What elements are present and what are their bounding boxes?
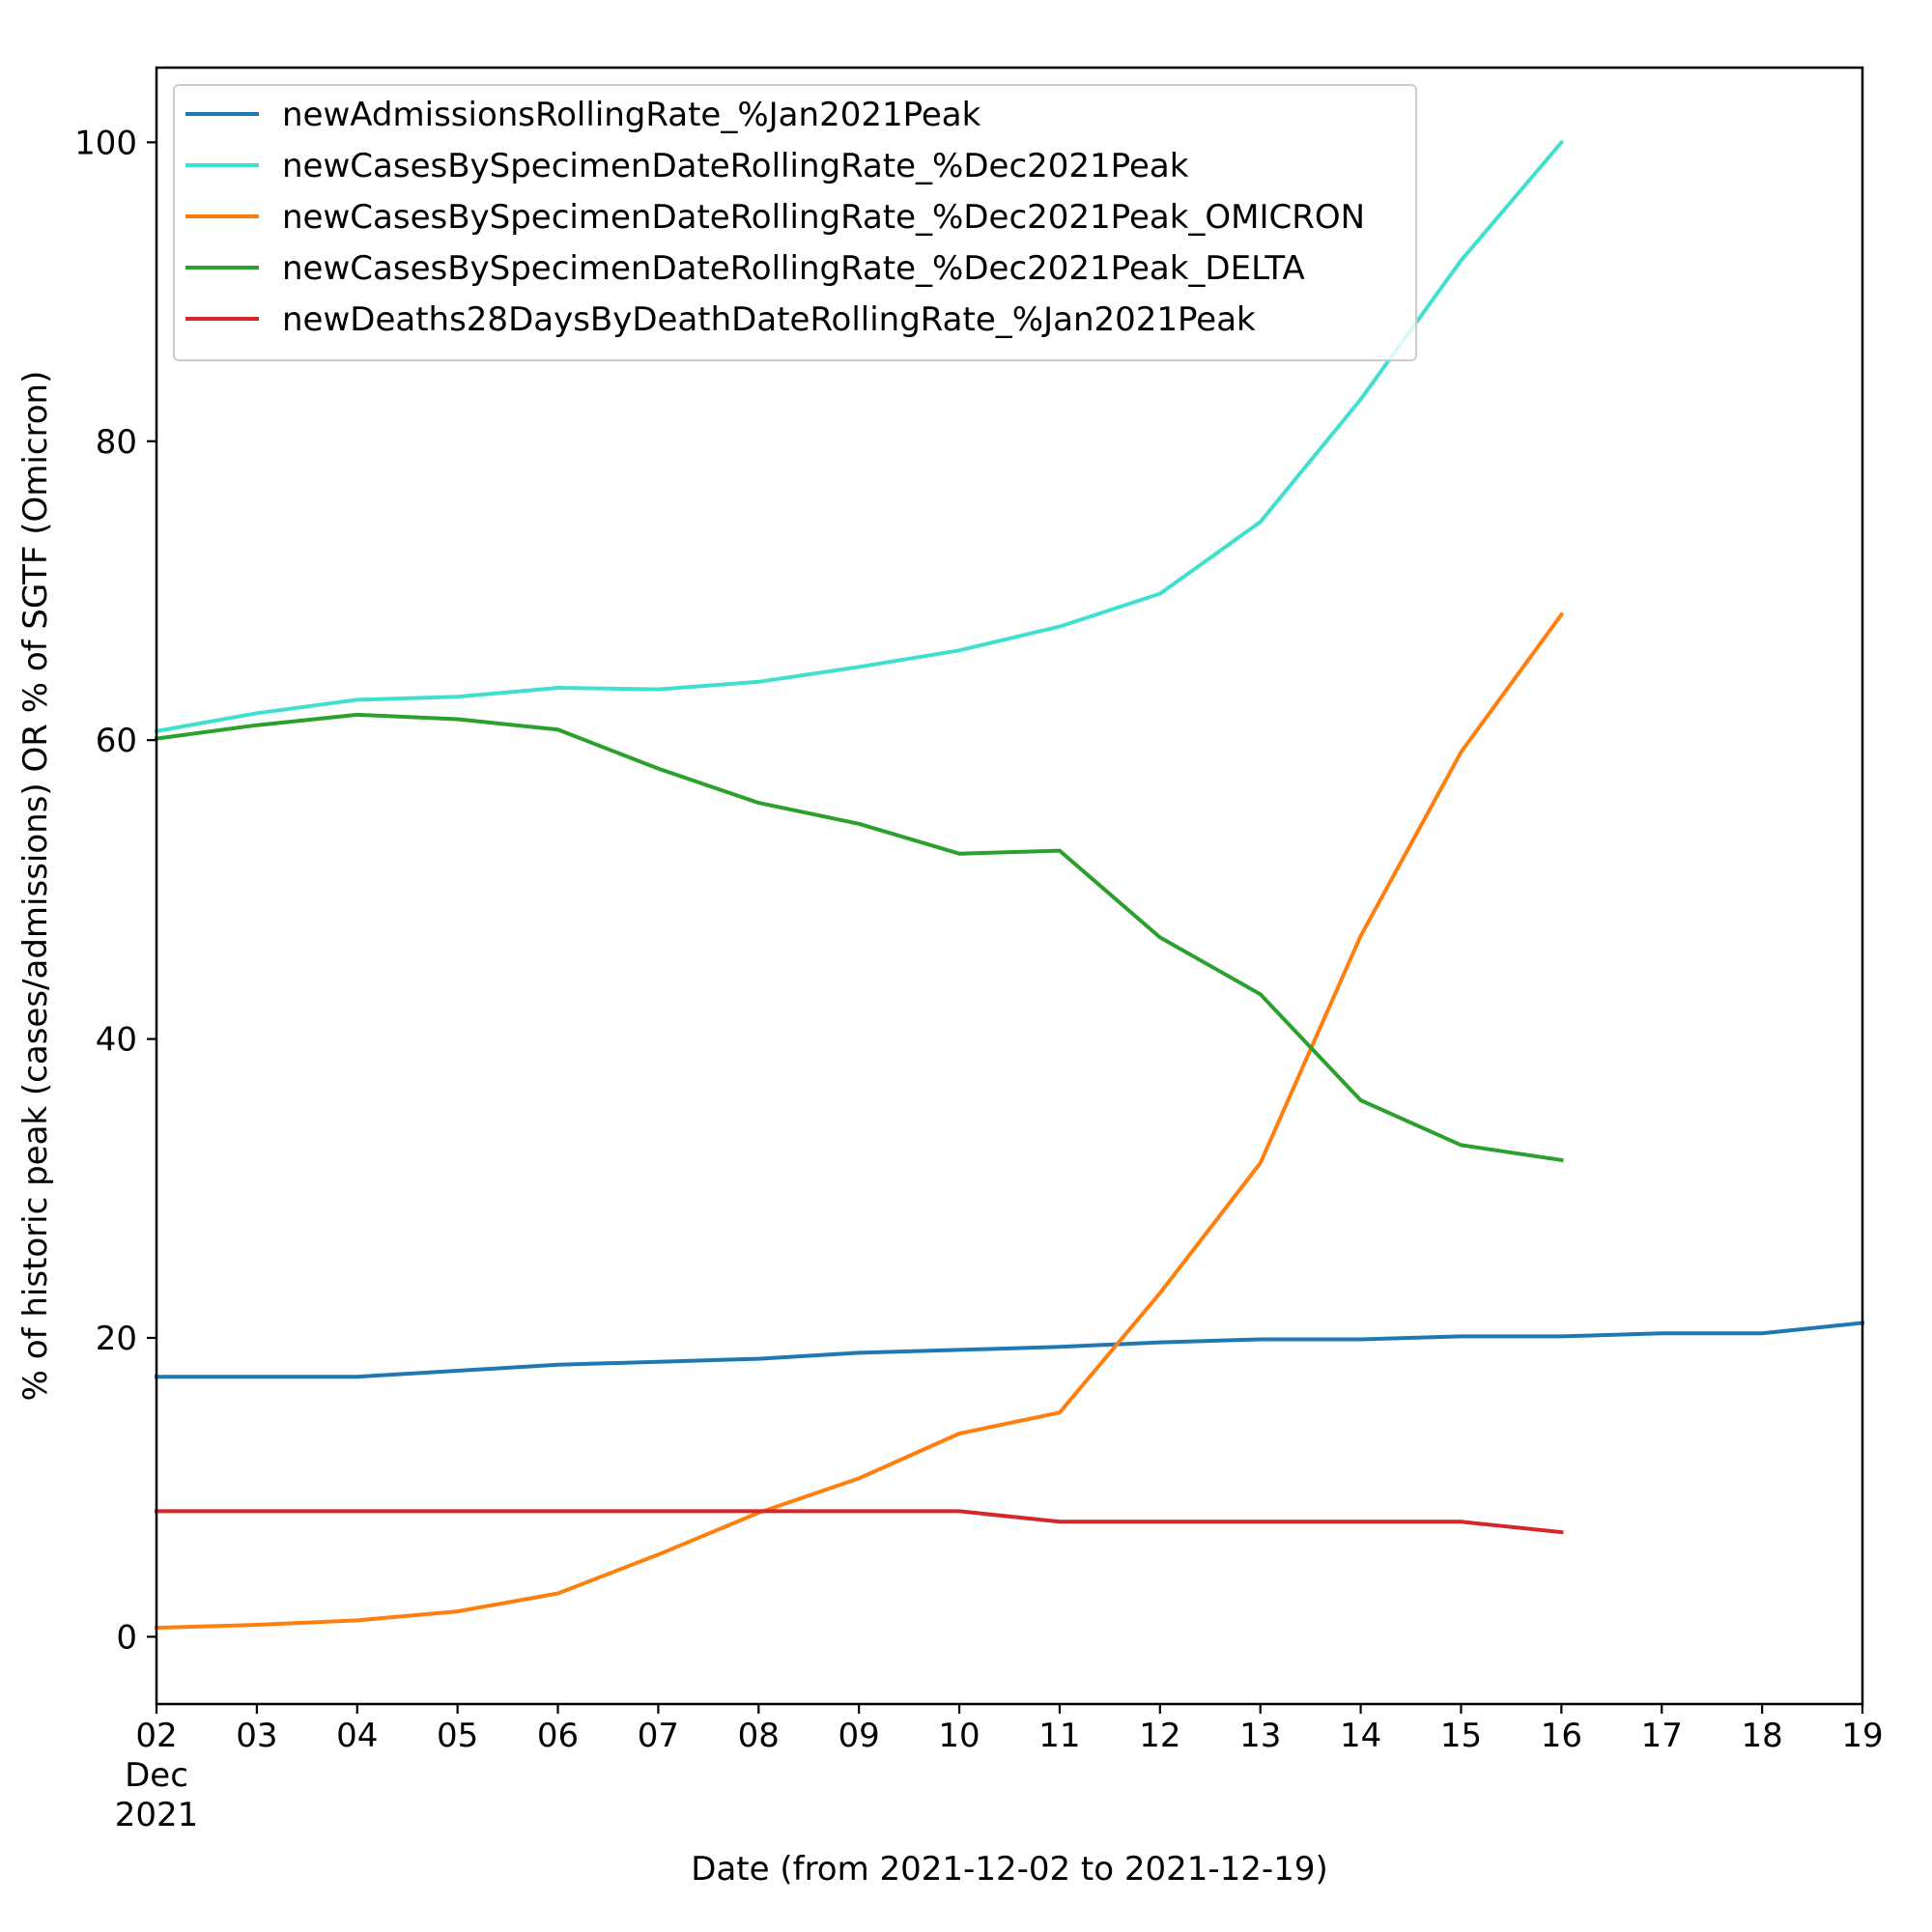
x-tick-label: 05 xyxy=(437,1717,478,1755)
series-layer xyxy=(154,139,1865,1631)
y-tick-label: 40 xyxy=(96,1021,137,1060)
y-tick-label: 0 xyxy=(116,1618,137,1657)
x-tick-label: 07 xyxy=(638,1717,679,1755)
series-line-4 xyxy=(155,1509,1564,1535)
x-tick-label: 13 xyxy=(1239,1717,1281,1755)
x-tick-label: 06 xyxy=(537,1717,579,1755)
x-tick-label: 16 xyxy=(1541,1717,1582,1755)
legend-entry: newCasesBySpecimenDateRollingRate_%Dec20… xyxy=(282,147,1189,185)
x-tick-label: Dec xyxy=(125,1756,188,1795)
legend-entry: newCasesBySpecimenDateRollingRate_%Dec20… xyxy=(282,249,1305,288)
x-axis-label: Date (from 2021-12-02 to 2021-12-19) xyxy=(691,1850,1327,1889)
x-tick-label: 08 xyxy=(738,1717,780,1755)
x-tick-label: 09 xyxy=(838,1717,880,1755)
x-tick-label: 18 xyxy=(1741,1717,1782,1755)
x-tick-label: 19 xyxy=(1841,1717,1883,1755)
legend-entry: newAdmissionsRollingRate_%Jan2021Peak xyxy=(282,96,981,134)
legend-entry: newDeaths28DaysByDeathDateRollingRate_%J… xyxy=(282,300,1256,339)
y-tick-label: 20 xyxy=(96,1320,137,1358)
x-tick-label: 02 xyxy=(135,1717,177,1755)
y-axis-label: % of historic peak (cases/admissions) OR… xyxy=(16,371,55,1402)
x-tick-label: 03 xyxy=(236,1717,277,1755)
x-tick-label: 12 xyxy=(1139,1717,1180,1755)
x-tick-label: 15 xyxy=(1440,1717,1482,1755)
series-line-3 xyxy=(154,712,1564,1163)
series-line-1 xyxy=(154,139,1565,734)
legend-entry: newCasesBySpecimenDateRollingRate_%Dec20… xyxy=(282,198,1365,237)
plot-frame xyxy=(155,66,1864,1706)
y-tick-label: 60 xyxy=(96,722,137,760)
y-tick-label: 80 xyxy=(96,423,137,462)
x-tick-label: 17 xyxy=(1641,1717,1683,1755)
x-tick-label: 14 xyxy=(1340,1717,1381,1755)
series-line-2 xyxy=(154,611,1565,1631)
legend: newAdmissionsRollingRate_%Jan2021Peaknew… xyxy=(173,84,1417,361)
y-axis: 0 20 40 60 80 100 xyxy=(74,124,156,1657)
x-tick-label: 04 xyxy=(336,1717,378,1755)
legend-box xyxy=(173,84,1417,361)
series-line-0 xyxy=(155,1321,1865,1379)
y-tick-label: 100 xyxy=(74,124,137,162)
x-tick-label: 10 xyxy=(938,1717,980,1755)
x-tick-label: 11 xyxy=(1038,1717,1080,1755)
x-tick-label: 2021 xyxy=(115,1796,199,1834)
